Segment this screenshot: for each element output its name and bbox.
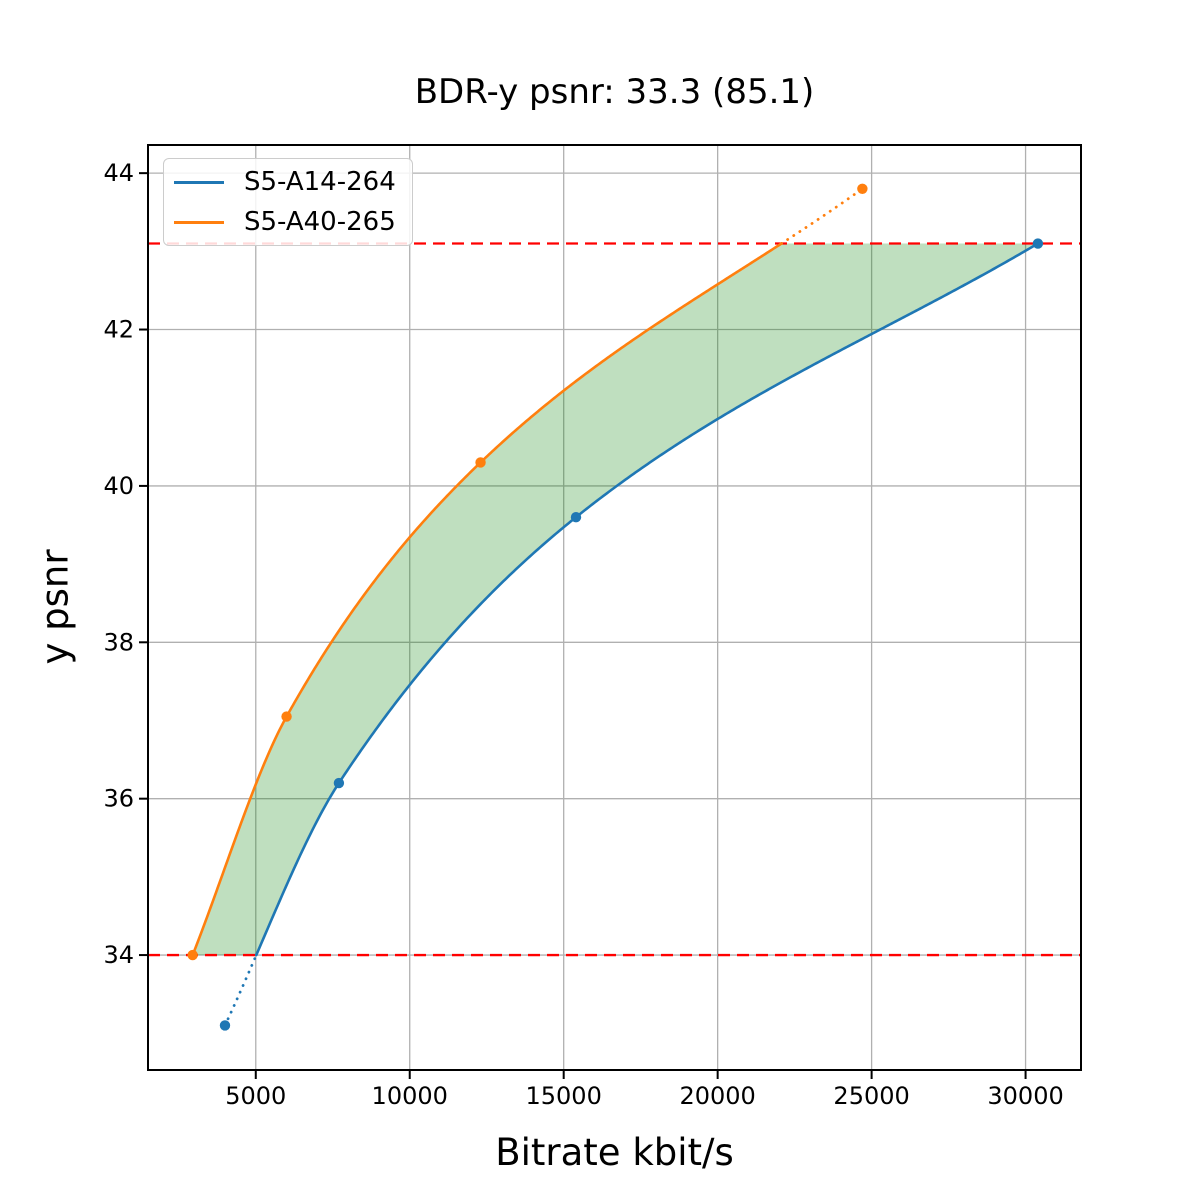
y-tick-labels: 34 36 38 40 42 44	[103, 159, 134, 969]
data-point	[857, 183, 868, 194]
legend-line-sample-icon	[174, 180, 224, 184]
x-tick-labels: 5000 10000 15000 20000 25000 30000	[225, 1082, 1064, 1110]
data-point	[281, 711, 292, 722]
axis-ticks	[139, 172, 1027, 1079]
data-point	[1032, 238, 1044, 249]
data-point	[219, 1020, 231, 1031]
series-markers-S5-A14-264	[219, 238, 1044, 1031]
chart-title: BDR-y psnr: 33.3 (85.1)	[414, 72, 815, 112]
data-point	[187, 949, 198, 961]
legend-line-sample-icon	[174, 220, 224, 224]
x-tick-label: 5000	[225, 1082, 286, 1110]
x-axis-label: Bitrate kbit/s	[495, 1131, 734, 1174]
series-curve-S5-A14-264	[223, 242, 1040, 1027]
legend-label: S5-A14-264	[244, 167, 396, 197]
legend-entry-s5-a14-264: S5-A14-264	[174, 167, 396, 197]
y-tick-label: 42	[103, 316, 134, 344]
data-point	[475, 457, 486, 468]
data-point	[333, 777, 345, 789]
series-markers-S5-A40-265	[187, 183, 868, 961]
axes-spines	[147, 144, 1082, 1071]
x-tick-label: 20000	[679, 1082, 755, 1110]
y-axis-label: y psnr	[33, 549, 77, 665]
x-tick-label: 25000	[833, 1082, 909, 1110]
y-tick-label: 40	[103, 472, 134, 500]
y-tick-label: 44	[103, 159, 134, 187]
x-tick-label: 10000	[372, 1082, 448, 1110]
y-tick-label: 36	[103, 785, 134, 813]
shaded-region	[192, 243, 1038, 956]
data-point	[570, 511, 582, 523]
series-curve-S5-A40-265	[191, 187, 864, 957]
legend-label: S5-A40-265	[244, 207, 396, 237]
x-tick-label: 30000	[987, 1082, 1063, 1110]
legend-entry-s5-a40-265: S5-A40-265	[174, 207, 396, 237]
y-tick-label: 34	[103, 941, 134, 969]
x-tick-label: 15000	[526, 1082, 602, 1110]
legend: S5-A14-264 S5-A40-265	[163, 158, 413, 246]
y-tick-label: 38	[103, 628, 134, 656]
